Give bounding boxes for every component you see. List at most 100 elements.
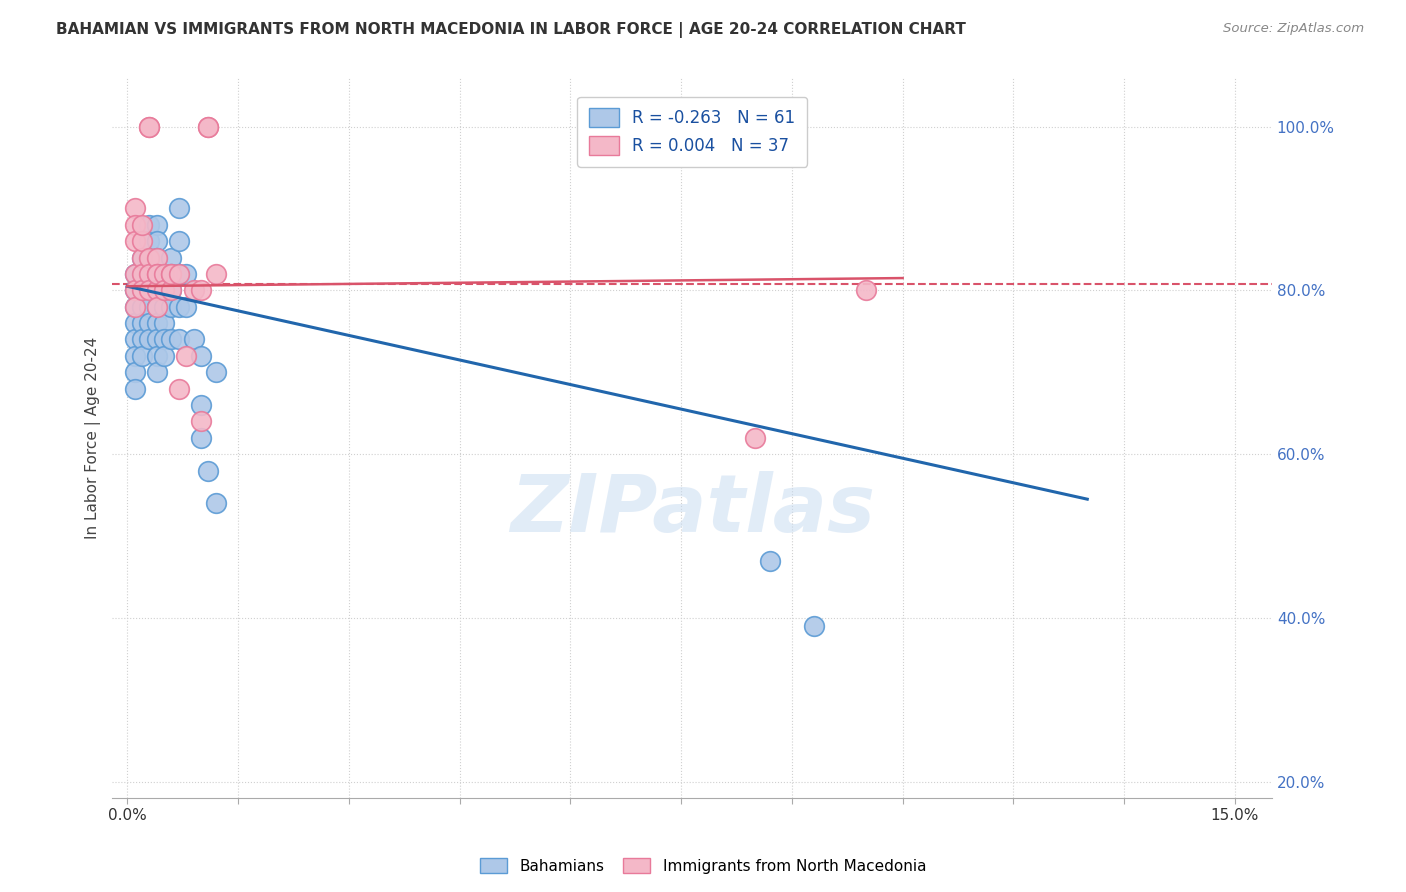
Point — [138, 284, 160, 298]
Point — [138, 284, 160, 298]
Point — [124, 284, 146, 298]
Point — [145, 218, 167, 232]
Point — [190, 284, 212, 298]
Point — [124, 218, 146, 232]
Point — [197, 120, 219, 134]
Legend: Bahamians, Immigrants from North Macedonia: Bahamians, Immigrants from North Macedon… — [474, 852, 932, 880]
Point — [204, 267, 226, 281]
Point — [174, 300, 197, 314]
Point — [124, 333, 146, 347]
Text: Source: ZipAtlas.com: Source: ZipAtlas.com — [1223, 22, 1364, 36]
Point — [124, 300, 146, 314]
Point — [131, 251, 153, 265]
Point — [145, 267, 167, 281]
Y-axis label: In Labor Force | Age 20-24: In Labor Force | Age 20-24 — [86, 336, 101, 539]
Point — [138, 251, 160, 265]
Point — [153, 300, 176, 314]
Point — [138, 267, 160, 281]
Point — [124, 202, 146, 216]
Point — [145, 267, 167, 281]
Point — [160, 251, 183, 265]
Point — [131, 349, 153, 363]
Point — [174, 267, 197, 281]
Point — [153, 284, 176, 298]
Point — [744, 431, 766, 445]
Point — [167, 234, 190, 248]
Point — [124, 267, 146, 281]
Point — [183, 333, 205, 347]
Point — [167, 300, 190, 314]
Point — [145, 349, 167, 363]
Point — [138, 333, 160, 347]
Point — [124, 267, 146, 281]
Point — [124, 382, 146, 396]
Point — [131, 284, 153, 298]
Point — [197, 463, 219, 477]
Point — [803, 619, 825, 633]
Point — [138, 267, 160, 281]
Point — [160, 267, 183, 281]
Point — [167, 267, 190, 281]
Point — [138, 300, 160, 314]
Point — [153, 316, 176, 330]
Point — [131, 218, 153, 232]
Point — [167, 202, 190, 216]
Point — [138, 234, 160, 248]
Point — [160, 267, 183, 281]
Point — [190, 414, 212, 428]
Point — [138, 120, 160, 134]
Point — [145, 284, 167, 298]
Point — [131, 251, 153, 265]
Point — [145, 251, 167, 265]
Point — [145, 316, 167, 330]
Point — [160, 267, 183, 281]
Point — [167, 382, 190, 396]
Point — [160, 284, 183, 298]
Point — [204, 496, 226, 510]
Point — [204, 365, 226, 379]
Point — [160, 333, 183, 347]
Point — [758, 553, 780, 567]
Point — [124, 316, 146, 330]
Point — [160, 300, 183, 314]
Point — [855, 284, 877, 298]
Point — [131, 284, 153, 298]
Point — [145, 365, 167, 379]
Point — [124, 365, 146, 379]
Point — [124, 300, 146, 314]
Point — [124, 349, 146, 363]
Point — [174, 349, 197, 363]
Text: BAHAMIAN VS IMMIGRANTS FROM NORTH MACEDONIA IN LABOR FORCE | AGE 20-24 CORRELATI: BAHAMIAN VS IMMIGRANTS FROM NORTH MACEDO… — [56, 22, 966, 38]
Point — [145, 300, 167, 314]
Point — [131, 333, 153, 347]
Point — [190, 431, 212, 445]
Point — [145, 251, 167, 265]
Point — [131, 300, 153, 314]
Point — [197, 120, 219, 134]
Point — [124, 284, 146, 298]
Point — [153, 349, 176, 363]
Point — [669, 120, 692, 134]
Point — [153, 267, 176, 281]
Point — [153, 267, 176, 281]
Point — [145, 333, 167, 347]
Legend: R = -0.263   N = 61, R = 0.004   N = 37: R = -0.263 N = 61, R = 0.004 N = 37 — [578, 96, 807, 167]
Point — [190, 398, 212, 412]
Point — [131, 267, 153, 281]
Point — [153, 333, 176, 347]
Point — [131, 267, 153, 281]
Point — [153, 284, 176, 298]
Point — [145, 234, 167, 248]
Point — [138, 316, 160, 330]
Point — [138, 218, 160, 232]
Point — [167, 267, 190, 281]
Point — [131, 316, 153, 330]
Point — [138, 251, 160, 265]
Point — [190, 349, 212, 363]
Text: ZIPatlas: ZIPatlas — [509, 471, 875, 549]
Point — [145, 284, 167, 298]
Point — [145, 267, 167, 281]
Point — [160, 284, 183, 298]
Point — [131, 234, 153, 248]
Point — [145, 300, 167, 314]
